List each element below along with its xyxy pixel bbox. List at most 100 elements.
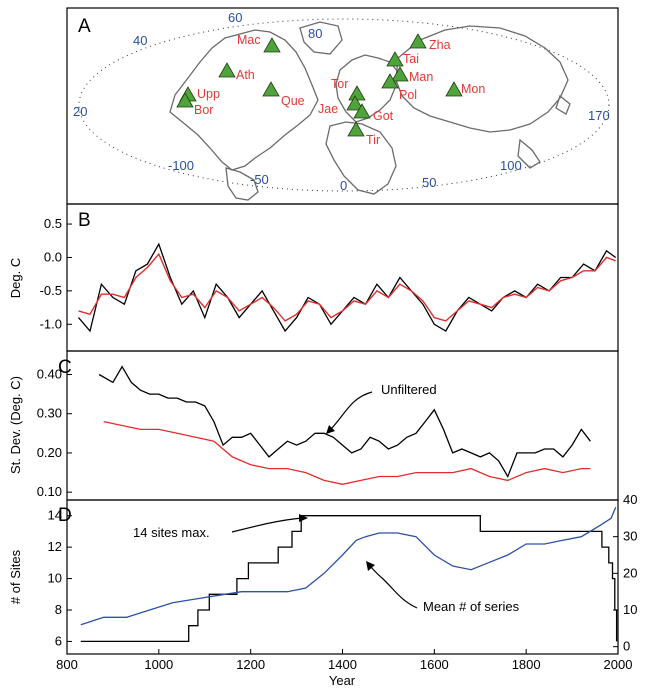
site-marker-tai[interactable] (386, 51, 404, 67)
site-label-tai: Tai (403, 52, 419, 66)
site-label-que: Que (281, 94, 305, 108)
panel-d-ytick-label-4: 6 (55, 633, 62, 648)
panel-b-yticks: 0.5 0.0 -0.5 -1.0 (40, 216, 72, 331)
panel-c-chart: C St. Dev. (Deg. C) 0.40 0.30 0.20 0.10 Unf… (8, 350, 619, 501)
panel-d-y2tick-label-1: 30 (623, 529, 637, 544)
site-label-mac: Mac (237, 33, 261, 47)
panel-b-ytick-label-0: 0.5 (44, 216, 62, 231)
site-marker-man[interactable] (391, 66, 409, 82)
panel-c-series (98, 365, 591, 485)
panel-d-y2tick-label-0: 40 (623, 492, 637, 507)
panel-d-annotation-mean: Mean # of series (423, 599, 520, 614)
panel-d-annotation-mean-arrow (369, 565, 418, 609)
site-marker-jae[interactable] (346, 95, 364, 111)
panel-d-xtick-label-4: 1600 (420, 657, 449, 672)
panel-d-y2tick-label-3: 10 (623, 602, 637, 617)
site-label-tir: Tir (366, 133, 380, 147)
panel-d-annotation-max-arrowhead (299, 514, 308, 522)
panel-b-chart: B Deg. C 0.5 0.0 -0.5 -1.0 (8, 203, 619, 352)
site-marker-que[interactable] (262, 81, 280, 97)
panel-c-ytick-label-2: 0.20 (37, 445, 62, 460)
panel-b-frame (66, 203, 619, 352)
panel-d-xtick-label-2: 1200 (236, 657, 265, 672)
panel-d-xticks: 800 1000 1200 1400 1600 1800 2000 (56, 649, 632, 672)
site-label-bor: Bor (194, 103, 213, 117)
site-label-zha: Zha (429, 38, 451, 52)
site-marker-tir[interactable] (347, 121, 365, 137)
coast-europe (335, 54, 399, 123)
coast-south-america (225, 167, 259, 201)
panel-b-series (78, 242, 617, 333)
map-graticule-outline (78, 18, 610, 192)
site-label-mon: Mon (461, 82, 485, 96)
site-marker-tor[interactable] (348, 85, 366, 101)
panel-b-series-line-1 (78, 252, 616, 322)
grat-label-50: 50 (422, 175, 436, 190)
panel-c-ytick-label-0: 0.40 (37, 367, 62, 382)
site-marker-got[interactable] (353, 103, 371, 119)
panel-c-ylabel: St. Dev. (Deg. C) (8, 376, 23, 474)
panel-d-xtick-label-1: 1000 (144, 657, 173, 672)
coast-africa (325, 121, 397, 195)
panel-d-series-line-1 (80, 507, 617, 626)
panel-c-arrowhead (326, 425, 335, 434)
panel-d-ytick-label-2: 10 (48, 571, 62, 586)
map-site-labels: Mac Zha Ath Tai Man Upp Bor Que Tor Jae … (194, 33, 485, 147)
grat-label-170: 170 (588, 108, 610, 123)
site-label-man: Man (409, 70, 433, 84)
grat-label-20: 20 (73, 104, 87, 119)
panel-c-ytick-label-3: 0.10 (37, 484, 62, 499)
panel-d-frame (66, 499, 619, 655)
panel-b-ytick-label-1: 0.0 (44, 249, 62, 264)
panel-d-ytick-label-1: 12 (48, 539, 62, 554)
panel-c-series-line-0 (98, 365, 591, 478)
panel-c-annotation-arrow (329, 391, 373, 431)
panel-c-yticks: 0.40 0.30 0.20 0.10 (37, 367, 72, 499)
panel-d-xlabel: Year (329, 673, 356, 688)
panel-d-yticks-left: 14 12 10 8 6 (48, 508, 72, 648)
panel-d-letter: D (58, 505, 72, 526)
site-marker-bor[interactable] (176, 92, 194, 108)
coast-asia (395, 25, 569, 133)
panel-b-ytick-label-3: -1.0 (40, 316, 62, 331)
panel-c-letter: C (58, 357, 72, 378)
panel-d-annotation-mean-arrowhead (366, 561, 375, 571)
site-label-jae: Jae (318, 102, 338, 116)
panel-a-map: A 60 80 40 20 170 -100 -50 0 50 100 (66, 7, 619, 205)
panel-d-xtick-label-0: 800 (56, 657, 78, 672)
site-label-pol: Pol (399, 88, 417, 102)
panel-b-letter: B (78, 210, 91, 231)
panel-d-y2tick-label-4: 0 (623, 639, 630, 654)
map-graticule-labels: 60 80 40 20 170 -100 -50 0 50 100 (73, 10, 610, 193)
grat-label-0: 0 (340, 178, 347, 193)
panel-c-ytick-label-1: 0.30 (37, 406, 62, 421)
panel-d-ytick-label-0: 14 (48, 508, 62, 523)
panel-c-series-line-1 (103, 420, 591, 485)
site-marker-zha[interactable] (409, 33, 427, 49)
site-marker-pol[interactable] (381, 73, 399, 89)
panel-d-xtick-label-5: 1800 (512, 657, 541, 672)
panel-d-ytick-label-3: 8 (55, 602, 62, 617)
site-marker-mac[interactable] (263, 37, 281, 53)
panel-d-xtick-label-3: 1400 (328, 657, 357, 672)
site-marker-ath[interactable] (218, 62, 236, 78)
panel-d-annotation-max-arrow (231, 517, 303, 533)
panel-b-ylabel: Deg. C (8, 258, 23, 298)
panel-a-letter: A (78, 16, 91, 37)
panel-c-annotation-unfiltered: Unfiltered (381, 382, 437, 397)
site-label-upp: Upp (197, 87, 220, 101)
panel-b-series-line-0 (78, 242, 617, 333)
site-label-tor: Tor (331, 77, 348, 91)
grat-label-minus50: -50 (250, 172, 269, 187)
panel-d-y2tick-label-2: 20 (623, 565, 637, 580)
panel-d-chart: D # of Sites Year 14 12 10 8 6 40 30 20 10 0 800… (8, 492, 637, 688)
panel-c-frame (66, 350, 619, 501)
grat-label-80: 80 (308, 26, 322, 41)
grat-label-minus100: -100 (168, 158, 194, 173)
panel-b-ytick-label-2: -0.5 (40, 283, 62, 298)
map-coastlines (169, 21, 571, 201)
site-marker-mon[interactable] (445, 81, 463, 97)
panel-d-xtick-label-6: 2000 (604, 657, 633, 672)
panel-d-annotation-max: 14 sites max. (133, 525, 210, 540)
